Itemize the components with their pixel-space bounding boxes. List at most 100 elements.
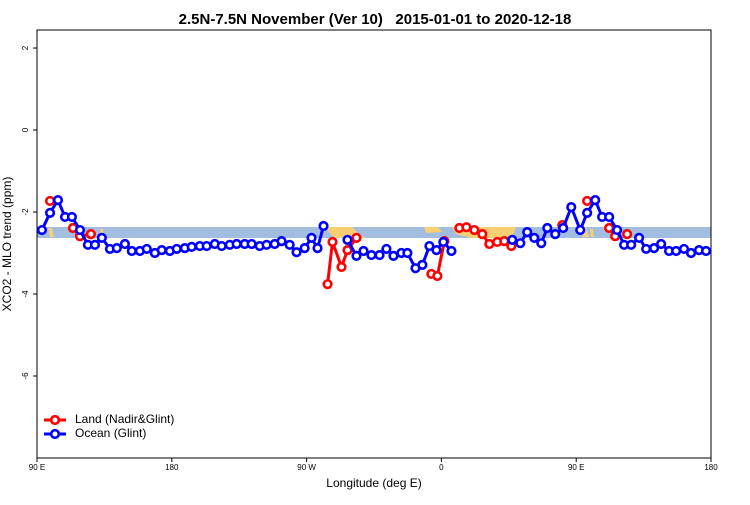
data-point [366, 249, 377, 261]
y-tick-label: 0 [21, 127, 30, 132]
data-point [358, 245, 369, 257]
data-point [374, 249, 385, 261]
data-point [641, 243, 652, 255]
data-point [604, 211, 615, 223]
data-point [85, 229, 97, 240]
data-point [381, 243, 392, 255]
y-axis-label: XCO2 - MLO trend (ppm) [0, 177, 14, 312]
data-point [550, 229, 561, 240]
data-point [700, 245, 712, 257]
data-point [431, 245, 442, 256]
series [44, 195, 633, 290]
x-tick-label: 90 W [297, 463, 316, 472]
ocean-strip [37, 227, 711, 238]
data-point [582, 195, 593, 207]
data-point [96, 232, 107, 243]
data-point [611, 224, 623, 236]
data-point [351, 232, 362, 243]
series [36, 195, 712, 274]
y-tick-label: -2 [21, 208, 30, 216]
data-point [231, 238, 242, 250]
data-point [186, 241, 197, 252]
data-point [590, 195, 601, 206]
data-point [507, 234, 518, 246]
data-point [477, 229, 488, 240]
data-point [671, 245, 682, 257]
x-tick-label: 0 [439, 463, 444, 472]
data-point [52, 195, 64, 206]
data-point [536, 238, 547, 249]
data-point [558, 222, 569, 234]
data-point [36, 224, 48, 236]
legend: Land (Nadir&Glint)Ocean (Glint) [44, 412, 174, 440]
data-point [515, 238, 526, 249]
data-point [171, 243, 182, 255]
data-point [575, 224, 586, 236]
data-point [432, 270, 443, 282]
data-point [484, 238, 495, 250]
data-point [542, 222, 553, 234]
data-point [656, 238, 667, 250]
data-point [622, 229, 633, 240]
data-point [126, 245, 137, 257]
x-tick-label: 180 [704, 463, 718, 472]
data-point [529, 232, 540, 243]
data-point [284, 239, 295, 250]
data-point [306, 232, 317, 243]
data-point [438, 236, 449, 248]
data-point [327, 236, 338, 248]
data-point [522, 227, 533, 238]
data-point [291, 247, 302, 258]
x-tick-label: 90 E [568, 463, 584, 472]
data-point [685, 247, 697, 259]
data-point [634, 232, 645, 243]
data-point [246, 238, 257, 250]
data-point [156, 245, 167, 256]
data-point [276, 236, 287, 247]
data-point [141, 243, 152, 255]
data-point [342, 234, 353, 246]
data-point [299, 242, 310, 254]
data-point [201, 240, 212, 252]
data-point [469, 224, 480, 236]
data-point [417, 259, 428, 271]
data-point [424, 240, 435, 252]
data-point [322, 279, 333, 290]
data-point [626, 239, 637, 250]
data-point [648, 242, 660, 254]
data-point [74, 224, 86, 236]
legend-label: Land (Nadir&Glint) [75, 412, 174, 426]
data-point [351, 250, 362, 261]
data-point [111, 242, 122, 254]
data-point [604, 222, 615, 234]
data-point [582, 207, 593, 218]
data-point [402, 247, 413, 259]
data-point [119, 238, 131, 250]
chart-title: 2.5N-7.5N November (Ver 10) 2015-01-01 t… [179, 11, 572, 28]
data-point [446, 245, 457, 257]
legend-marker [49, 414, 61, 426]
data-point [388, 250, 399, 261]
y-tick-label: -4 [21, 290, 30, 298]
data-point [678, 243, 690, 255]
data-point [312, 242, 323, 254]
plot-frame [36, 29, 712, 459]
data-point [566, 202, 577, 213]
data-point [461, 222, 472, 233]
data-point [44, 207, 56, 218]
legend-marker [49, 428, 61, 440]
data-point [216, 240, 227, 252]
data-point [318, 220, 329, 232]
legend-label: Ocean (Glint) [75, 426, 146, 440]
data-point [336, 261, 347, 273]
y-tick-label: 2 [21, 45, 30, 50]
x-tick-label: 90 E [29, 463, 45, 472]
x-axis-label: Longitude (deg E) [326, 476, 421, 490]
data-point [44, 195, 56, 207]
data-point [89, 239, 101, 250]
data-point [261, 239, 272, 250]
x-tick-label: 180 [165, 463, 179, 472]
